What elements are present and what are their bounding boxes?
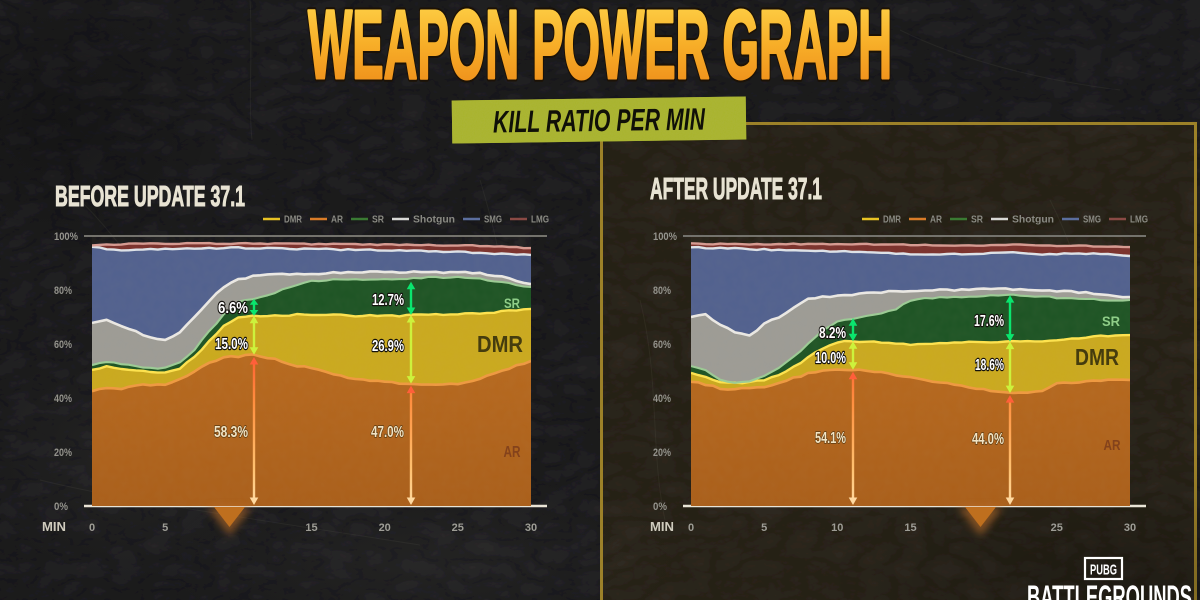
svg-text:AR: AR [504,444,521,461]
svg-text:BATTLEGROUNDS: BATTLEGROUNDS [1027,579,1192,600]
svg-text:100%: 100% [653,231,677,243]
svg-text:AR: AR [331,214,343,226]
svg-text:AFTER UPDATE 37.1: AFTER UPDATE 37.1 [650,171,822,206]
svg-text:10: 10 [831,522,843,534]
svg-text:0%: 0% [54,501,68,513]
svg-text:60%: 60% [54,339,72,351]
svg-text:SR: SR [504,295,520,311]
svg-text:0: 0 [688,522,694,534]
svg-text:20: 20 [379,522,391,534]
svg-text:15: 15 [904,522,916,534]
svg-text:30: 30 [1124,522,1136,534]
svg-text:15.0%: 15.0% [215,336,248,353]
svg-text:25: 25 [452,522,464,534]
svg-text:80%: 80% [54,285,72,297]
svg-text:26.9%: 26.9% [372,338,404,355]
svg-text:WEAPON POWER GRAPH: WEAPON POWER GRAPH [308,0,892,99]
svg-text:PUBG: PUBG [1090,562,1117,579]
svg-text:DMR: DMR [883,214,901,226]
svg-text:MIN: MIN [42,519,66,534]
svg-text:20%: 20% [54,447,72,459]
svg-text:SMG: SMG [1083,214,1101,226]
svg-text:60%: 60% [653,339,671,351]
svg-text:LMG: LMG [1130,214,1148,226]
svg-text:47.0%: 47.0% [371,424,404,441]
svg-text:Shotgun: Shotgun [1012,214,1054,226]
svg-text:58.3%: 58.3% [214,424,248,441]
svg-text:40%: 40% [54,393,72,405]
svg-text:5: 5 [761,522,767,534]
svg-text:8.2%: 8.2% [819,325,846,342]
svg-text:6.6%: 6.6% [218,300,248,317]
svg-text:SR: SR [372,214,384,226]
svg-text:18.6%: 18.6% [975,357,1004,374]
svg-text:100%: 100% [54,231,78,243]
svg-text:DMR: DMR [477,331,523,357]
svg-text:SR: SR [971,214,983,226]
svg-text:WEAPON POWER GRAPH: WEAPON POWER GRAPH [308,0,892,99]
svg-text:80%: 80% [653,285,671,297]
svg-text:0%: 0% [653,501,667,513]
svg-text:0: 0 [89,522,95,534]
svg-text:MIN: MIN [650,519,674,534]
svg-text:5: 5 [162,522,168,534]
svg-text:KILL RATIO PER MIN: KILL RATIO PER MIN [493,102,706,140]
svg-text:AR: AR [930,214,942,226]
svg-text:40%: 40% [653,393,671,405]
svg-text:SR: SR [1102,313,1120,329]
svg-text:54.1%: 54.1% [815,430,846,447]
svg-text:BEFORE UPDATE 37.1: BEFORE UPDATE 37.1 [55,181,245,213]
svg-text:15: 15 [305,522,317,534]
svg-text:12.7%: 12.7% [372,292,404,309]
svg-text:AR: AR [1104,437,1121,454]
svg-text:17.6%: 17.6% [974,313,1004,330]
svg-text:DMR: DMR [284,214,302,226]
svg-text:25: 25 [1051,522,1063,534]
svg-text:10.0%: 10.0% [815,350,846,367]
svg-text:30: 30 [525,522,537,534]
svg-text:LMG: LMG [531,214,549,226]
svg-text:Shotgun: Shotgun [413,214,455,226]
svg-text:SMG: SMG [484,214,502,226]
svg-text:44.0%: 44.0% [972,431,1004,448]
svg-text:20%: 20% [653,447,671,459]
svg-text:DMR: DMR [1075,344,1119,370]
